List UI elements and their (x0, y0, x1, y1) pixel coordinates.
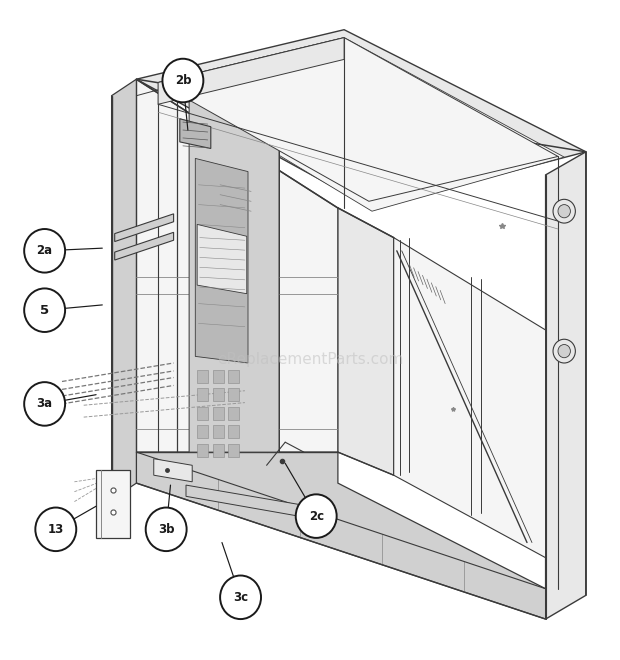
Circle shape (162, 59, 203, 102)
Polygon shape (228, 370, 239, 383)
Polygon shape (158, 38, 344, 104)
Polygon shape (115, 232, 174, 260)
Circle shape (146, 508, 187, 551)
Polygon shape (213, 388, 224, 401)
Polygon shape (197, 388, 208, 401)
Text: 3b: 3b (158, 523, 174, 536)
Polygon shape (96, 470, 130, 538)
Polygon shape (197, 407, 208, 420)
Polygon shape (546, 152, 586, 619)
Text: 2b: 2b (175, 74, 191, 87)
Circle shape (220, 576, 261, 619)
Polygon shape (228, 425, 239, 438)
Polygon shape (136, 452, 546, 619)
Text: 3a: 3a (37, 397, 53, 411)
Circle shape (558, 345, 570, 358)
Polygon shape (186, 485, 329, 521)
Circle shape (553, 199, 575, 223)
Polygon shape (197, 370, 208, 383)
Polygon shape (228, 407, 239, 420)
Polygon shape (213, 407, 224, 420)
Polygon shape (197, 425, 208, 438)
Polygon shape (112, 79, 136, 500)
Polygon shape (115, 214, 174, 242)
Polygon shape (197, 444, 208, 457)
Circle shape (24, 229, 65, 273)
Polygon shape (136, 79, 338, 452)
Polygon shape (195, 158, 248, 363)
Polygon shape (197, 224, 247, 294)
Polygon shape (180, 119, 211, 148)
Circle shape (296, 494, 337, 538)
Polygon shape (228, 444, 239, 457)
Polygon shape (213, 370, 224, 383)
Polygon shape (189, 82, 279, 452)
Circle shape (35, 508, 76, 551)
Circle shape (24, 382, 65, 426)
Text: 3c: 3c (233, 591, 248, 604)
Text: 2c: 2c (309, 510, 324, 523)
Text: 13: 13 (48, 523, 64, 536)
Text: 5: 5 (40, 304, 49, 317)
Polygon shape (228, 388, 239, 401)
Polygon shape (394, 238, 546, 558)
Circle shape (24, 288, 65, 332)
Polygon shape (338, 208, 394, 475)
Polygon shape (136, 30, 586, 208)
Polygon shape (213, 425, 224, 438)
Polygon shape (154, 459, 192, 482)
Polygon shape (213, 444, 224, 457)
Polygon shape (158, 38, 558, 201)
Circle shape (553, 339, 575, 363)
Text: eReplacementParts.com: eReplacementParts.com (217, 352, 403, 367)
Text: 2a: 2a (37, 244, 53, 257)
Polygon shape (158, 38, 564, 211)
Circle shape (558, 205, 570, 218)
